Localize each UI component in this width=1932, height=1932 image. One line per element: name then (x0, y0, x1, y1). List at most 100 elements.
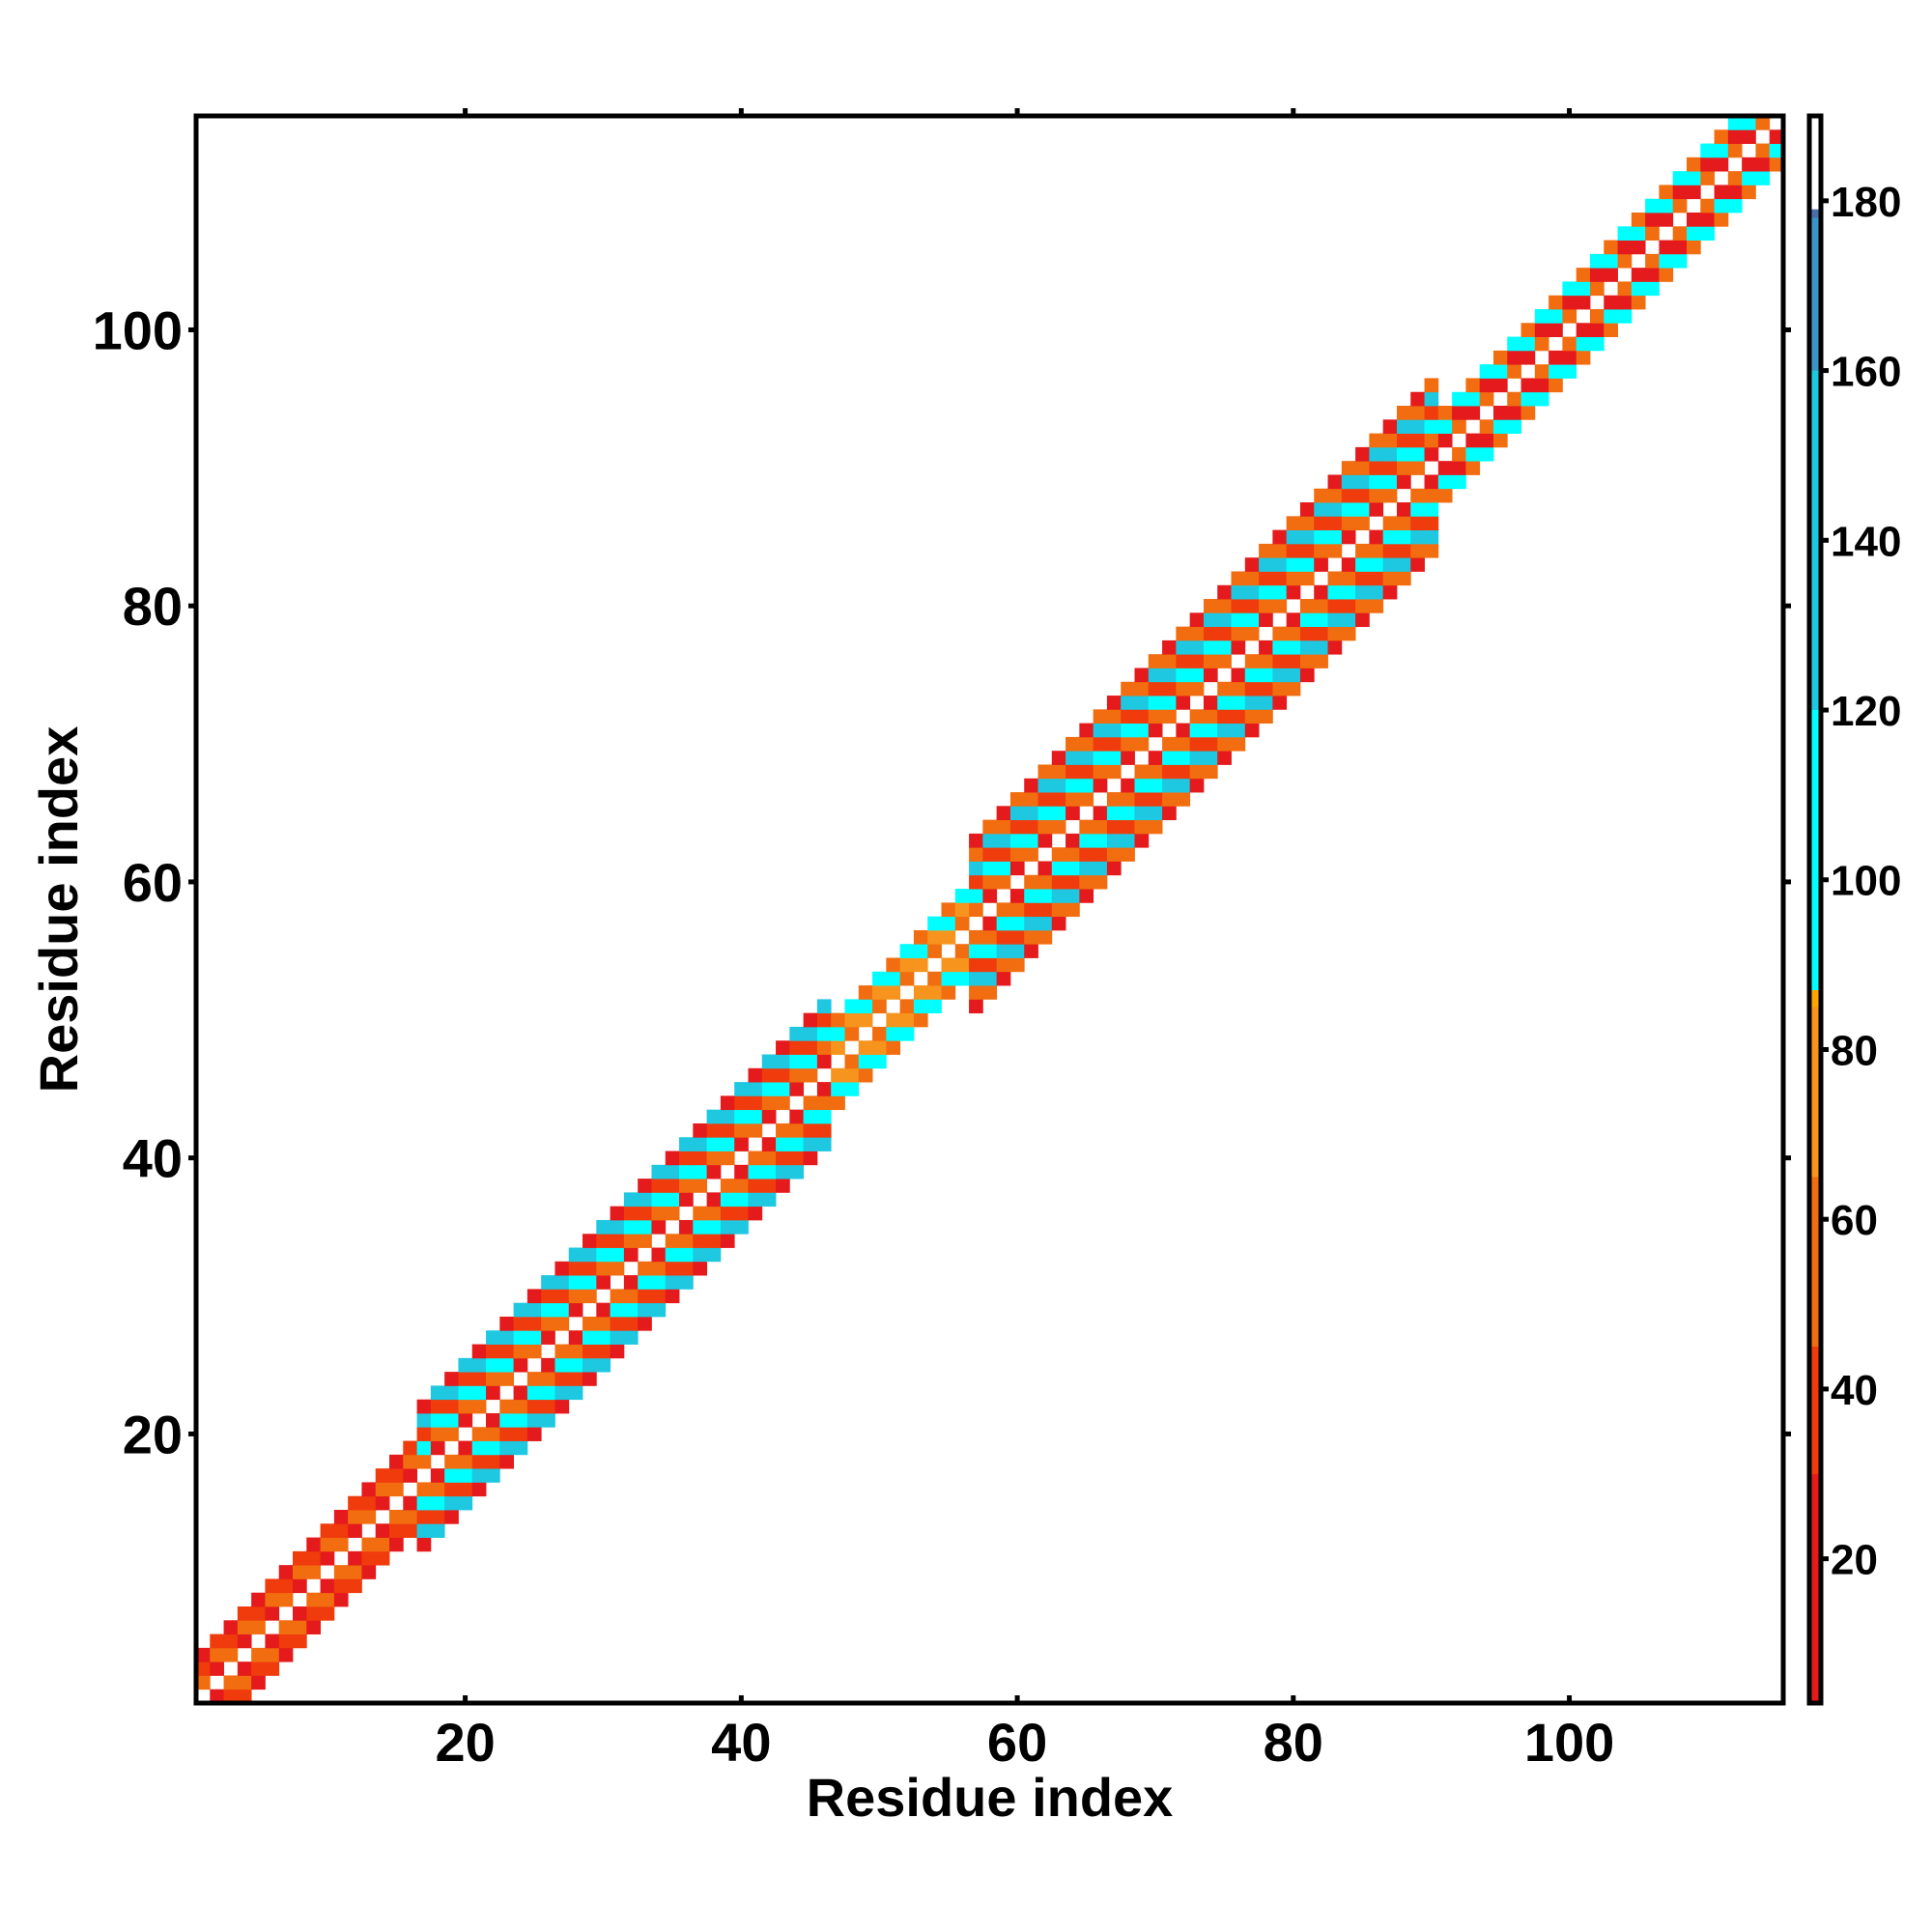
heatmap-cell (789, 1082, 805, 1096)
heatmap-cell (471, 1399, 487, 1414)
heatmap-cell (1217, 751, 1232, 765)
heatmap-cell (816, 999, 832, 1014)
heatmap-cell (1148, 654, 1163, 668)
heatmap-cell (789, 1040, 805, 1055)
heatmap-cell (596, 1344, 611, 1359)
heatmap-cell (568, 1247, 583, 1263)
heatmap-cell (1382, 516, 1398, 531)
heatmap-cell (1742, 116, 1756, 130)
heatmap-cell (954, 889, 970, 903)
heatmap-cell (1755, 143, 1771, 158)
heatmap-cell (1037, 916, 1053, 931)
heatmap-cell (458, 1399, 473, 1414)
heatmap-cell (526, 1399, 542, 1414)
heatmap-cell (789, 1137, 805, 1151)
heatmap-cell (1203, 599, 1218, 613)
heatmap-cell (541, 1399, 555, 1414)
heatmap-cell (430, 1495, 445, 1511)
heatmap-cell (651, 1247, 667, 1263)
heatmap-cell (333, 1592, 349, 1607)
heatmap-cell (1631, 281, 1646, 297)
heatmap-cell (1327, 502, 1343, 517)
heatmap-cell (1382, 529, 1398, 545)
heatmap-cell (1617, 226, 1633, 241)
heatmap-cell (1410, 461, 1425, 475)
heatmap-cell (927, 985, 942, 1000)
heatmap-cell (1176, 654, 1191, 668)
heatmap-cell (1299, 626, 1315, 641)
heatmap-cell (1645, 253, 1660, 269)
heatmap-cell (1299, 529, 1315, 545)
heatmap-cell (1189, 736, 1205, 752)
heatmap-cell (333, 1509, 349, 1524)
heatmap-cell (899, 957, 915, 973)
heatmap-cell (1272, 599, 1288, 613)
heatmap-cell (1576, 323, 1591, 337)
heatmap-cell (665, 1275, 680, 1290)
heatmap-cell (858, 1067, 873, 1083)
heatmap-cell (734, 1122, 749, 1138)
heatmap-cell (1327, 584, 1343, 600)
heatmap-cell (679, 1247, 694, 1263)
heatmap-cell (748, 1095, 763, 1111)
heatmap-cell (1589, 309, 1605, 324)
heatmap-cell (596, 1357, 611, 1373)
heatmap-cell (1424, 516, 1439, 531)
heatmap-cell (1093, 736, 1108, 752)
heatmap-cell (638, 1261, 652, 1276)
heatmap-cell (1299, 557, 1315, 572)
heatmap-cell (416, 1523, 432, 1538)
heatmap-cell (927, 929, 942, 945)
heatmap-cell (803, 1151, 818, 1166)
heatmap-cell (1327, 529, 1343, 545)
heatmap-cell (1079, 874, 1094, 890)
heatmap-cell (237, 1689, 252, 1704)
heatmap-cell (1162, 668, 1177, 683)
heatmap-cell (734, 1219, 749, 1235)
heatmap-cell (1355, 502, 1370, 517)
heatmap-cell (1576, 336, 1591, 352)
heatmap-cell (1134, 723, 1150, 738)
heatmap-cell (1299, 516, 1315, 531)
heatmap-cell (816, 1109, 832, 1124)
heatmap-cell (1231, 639, 1246, 655)
heatmap-cell (1244, 723, 1260, 738)
heatmap-cell (1134, 806, 1150, 821)
heatmap-cell (1065, 847, 1080, 862)
heatmap-cell (1686, 185, 1701, 200)
heatmap-cell (348, 1523, 362, 1538)
heatmap-cell (471, 1372, 487, 1386)
heatmap-cell (361, 1482, 377, 1497)
heatmap-cell (1520, 323, 1536, 337)
heatmap-cell (568, 1372, 583, 1386)
heatmap-cell (1424, 474, 1439, 490)
heatmap-cell (444, 1454, 459, 1469)
heatmap-cell (513, 1427, 528, 1441)
heatmap-cell (748, 1151, 763, 1166)
heatmap-cell (361, 1565, 377, 1579)
heatmap-cell (513, 1302, 528, 1318)
heatmap-cell (872, 999, 887, 1014)
heatmap-cell (1244, 654, 1260, 668)
heatmap-cell (375, 1482, 390, 1497)
heatmap-cell (1424, 391, 1439, 407)
heatmap-cell (1492, 433, 1508, 448)
heatmap-cell (526, 1330, 542, 1345)
heatmap-cell (638, 1192, 652, 1208)
heatmap-cell (458, 1412, 473, 1428)
heatmap-cell (596, 1234, 611, 1248)
heatmap-cell (816, 1095, 832, 1111)
heatmap-cell (1382, 584, 1398, 600)
heatmap-cell (1106, 723, 1122, 738)
heatmap-cell (1548, 378, 1563, 393)
heatmap-cell (927, 944, 942, 958)
heatmap-cell (1631, 213, 1646, 227)
heatmap-cell (1672, 185, 1688, 200)
heatmap-cell (1203, 668, 1218, 683)
heatmap-cell (1604, 323, 1618, 337)
heatmap-cell (471, 1454, 487, 1469)
heatmap-cell (582, 1316, 597, 1331)
heatmap-cell (886, 1040, 901, 1055)
heatmap-cell (416, 1440, 432, 1456)
heatmap-cell (1286, 529, 1301, 545)
